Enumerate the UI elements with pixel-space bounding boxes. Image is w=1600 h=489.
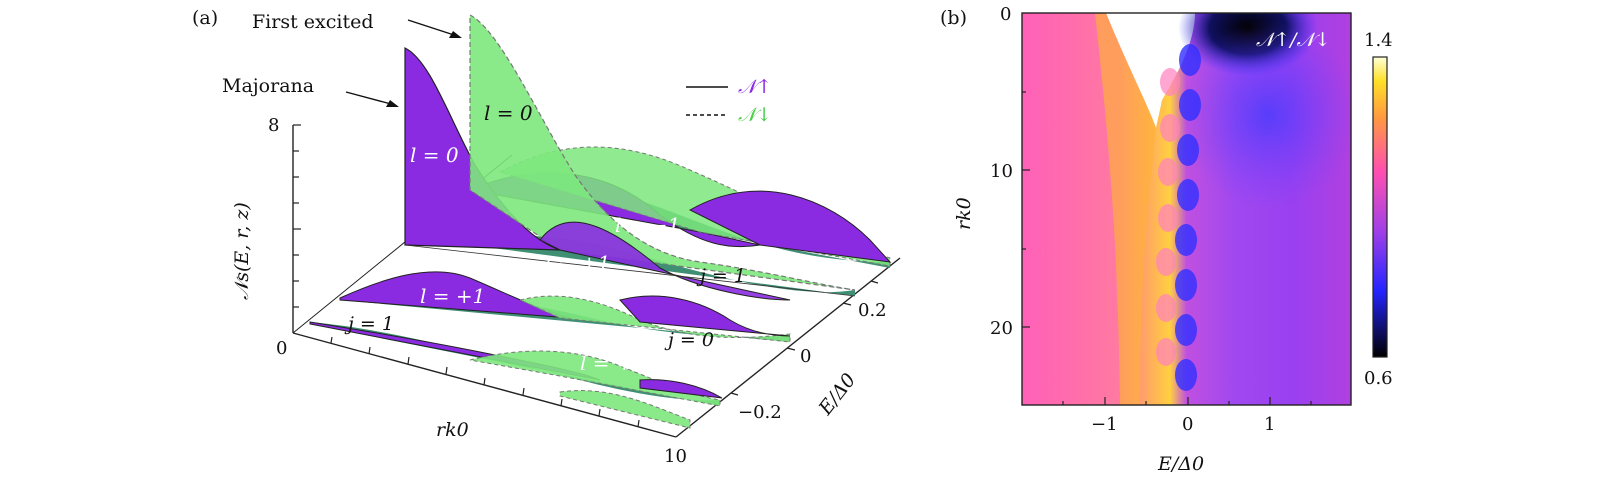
y-tick-0: 0 bbox=[276, 338, 287, 359]
curve-l0-purple-tail bbox=[539, 221, 791, 301]
curve-front-green-tail bbox=[559, 390, 691, 429]
e-axis-title: E/Δ0 bbox=[814, 369, 860, 420]
r-axis-ticks bbox=[330, 336, 640, 428]
panel-a: (a) bbox=[192, 7, 901, 467]
label-l-plus1-green: l = +1 bbox=[545, 251, 610, 275]
arrowhead-majorana bbox=[386, 100, 399, 107]
heatmap-y-tick-0: 0 bbox=[1000, 4, 1011, 25]
curve-j0-purple bbox=[619, 295, 791, 337]
label-j0: j = 0 bbox=[664, 329, 714, 351]
heatmap-blue-region bbox=[1178, 20, 1351, 210]
colorbar-max: 1.4 bbox=[1364, 30, 1393, 51]
heatmap-bright-oscillations bbox=[1156, 68, 1180, 366]
energy-axis-ticks bbox=[730, 280, 879, 396]
heatmap-y-tick-10: 10 bbox=[990, 161, 1013, 182]
e-tick-0: 0 bbox=[800, 346, 811, 367]
heatmap-title: 𝒩↑/𝒩↓ bbox=[1256, 29, 1331, 51]
l0-baseline bbox=[404, 244, 856, 297]
legend-down-label: 𝒩↓ bbox=[738, 104, 772, 126]
colorbar-min: 0.6 bbox=[1364, 368, 1393, 389]
panel-a-label: (a) bbox=[192, 7, 218, 29]
label-l-plus2: l = +2 bbox=[580, 351, 645, 375]
heatmap-y-tick-20: 20 bbox=[990, 318, 1013, 339]
label-l-plus1-purple: l = +1 bbox=[420, 284, 485, 308]
label-j1-right: j = 1 bbox=[696, 265, 746, 287]
panel-b-label: (b) bbox=[940, 7, 967, 29]
heatmap-white-wedge bbox=[1106, 13, 1195, 128]
vertical-axis-ticks bbox=[293, 124, 301, 308]
panel-b: (b) 𝒩↑/𝒩↓ bbox=[940, 4, 1393, 475]
heatmap-x-tick-0: 0 bbox=[1182, 414, 1193, 435]
heatmap-y-title: rk0 bbox=[953, 197, 975, 230]
heatmap-x-title: E/Δ0 bbox=[1157, 453, 1204, 475]
y-tick-8: 8 bbox=[268, 115, 279, 136]
label-l0-green: l = 0 bbox=[484, 101, 533, 125]
e-tick-minus0.2: −0.2 bbox=[738, 402, 782, 423]
x-axis-title: rk0 bbox=[436, 419, 469, 441]
curve-l-plus1-green bbox=[518, 295, 791, 343]
heatmap-ticks bbox=[1022, 91, 1312, 405]
curve-front-purple-tail bbox=[639, 379, 723, 399]
label-l-minus1: l = −1 bbox=[615, 213, 680, 237]
curve-l0-green bbox=[469, 14, 856, 291]
heatmap-yellow-band bbox=[1095, 13, 1156, 405]
colorbar bbox=[1372, 56, 1388, 358]
arrow-majorana bbox=[345, 91, 392, 105]
annotation-majorana: Majorana bbox=[222, 75, 314, 97]
heatmap-x-tick-1: 1 bbox=[1264, 414, 1275, 435]
arrowhead-first-excited bbox=[449, 31, 462, 38]
label-j1-left: j = 1 bbox=[344, 313, 394, 335]
heatmap-oscillations bbox=[1175, 44, 1201, 391]
heatmap bbox=[1022, 13, 1351, 405]
legend-up-label: 𝒩↑ bbox=[738, 76, 772, 98]
y-axis-title: 𝒩s(E, r, z) bbox=[231, 202, 253, 300]
heatmap-frame bbox=[1021, 12, 1352, 406]
annotation-first-excited: First excited bbox=[252, 11, 374, 33]
curve-l-plus2-green bbox=[469, 350, 721, 407]
arrow-first-excited bbox=[407, 19, 455, 36]
x-tick-10: 10 bbox=[664, 446, 687, 467]
label-l0-purple: l = 0 bbox=[410, 143, 459, 167]
e-tick-0.2: 0.2 bbox=[858, 300, 887, 321]
energy-axis bbox=[675, 257, 901, 438]
heatmap-x-tick-minus1: −1 bbox=[1091, 414, 1118, 435]
curve-back-purple-tail bbox=[688, 190, 892, 263]
